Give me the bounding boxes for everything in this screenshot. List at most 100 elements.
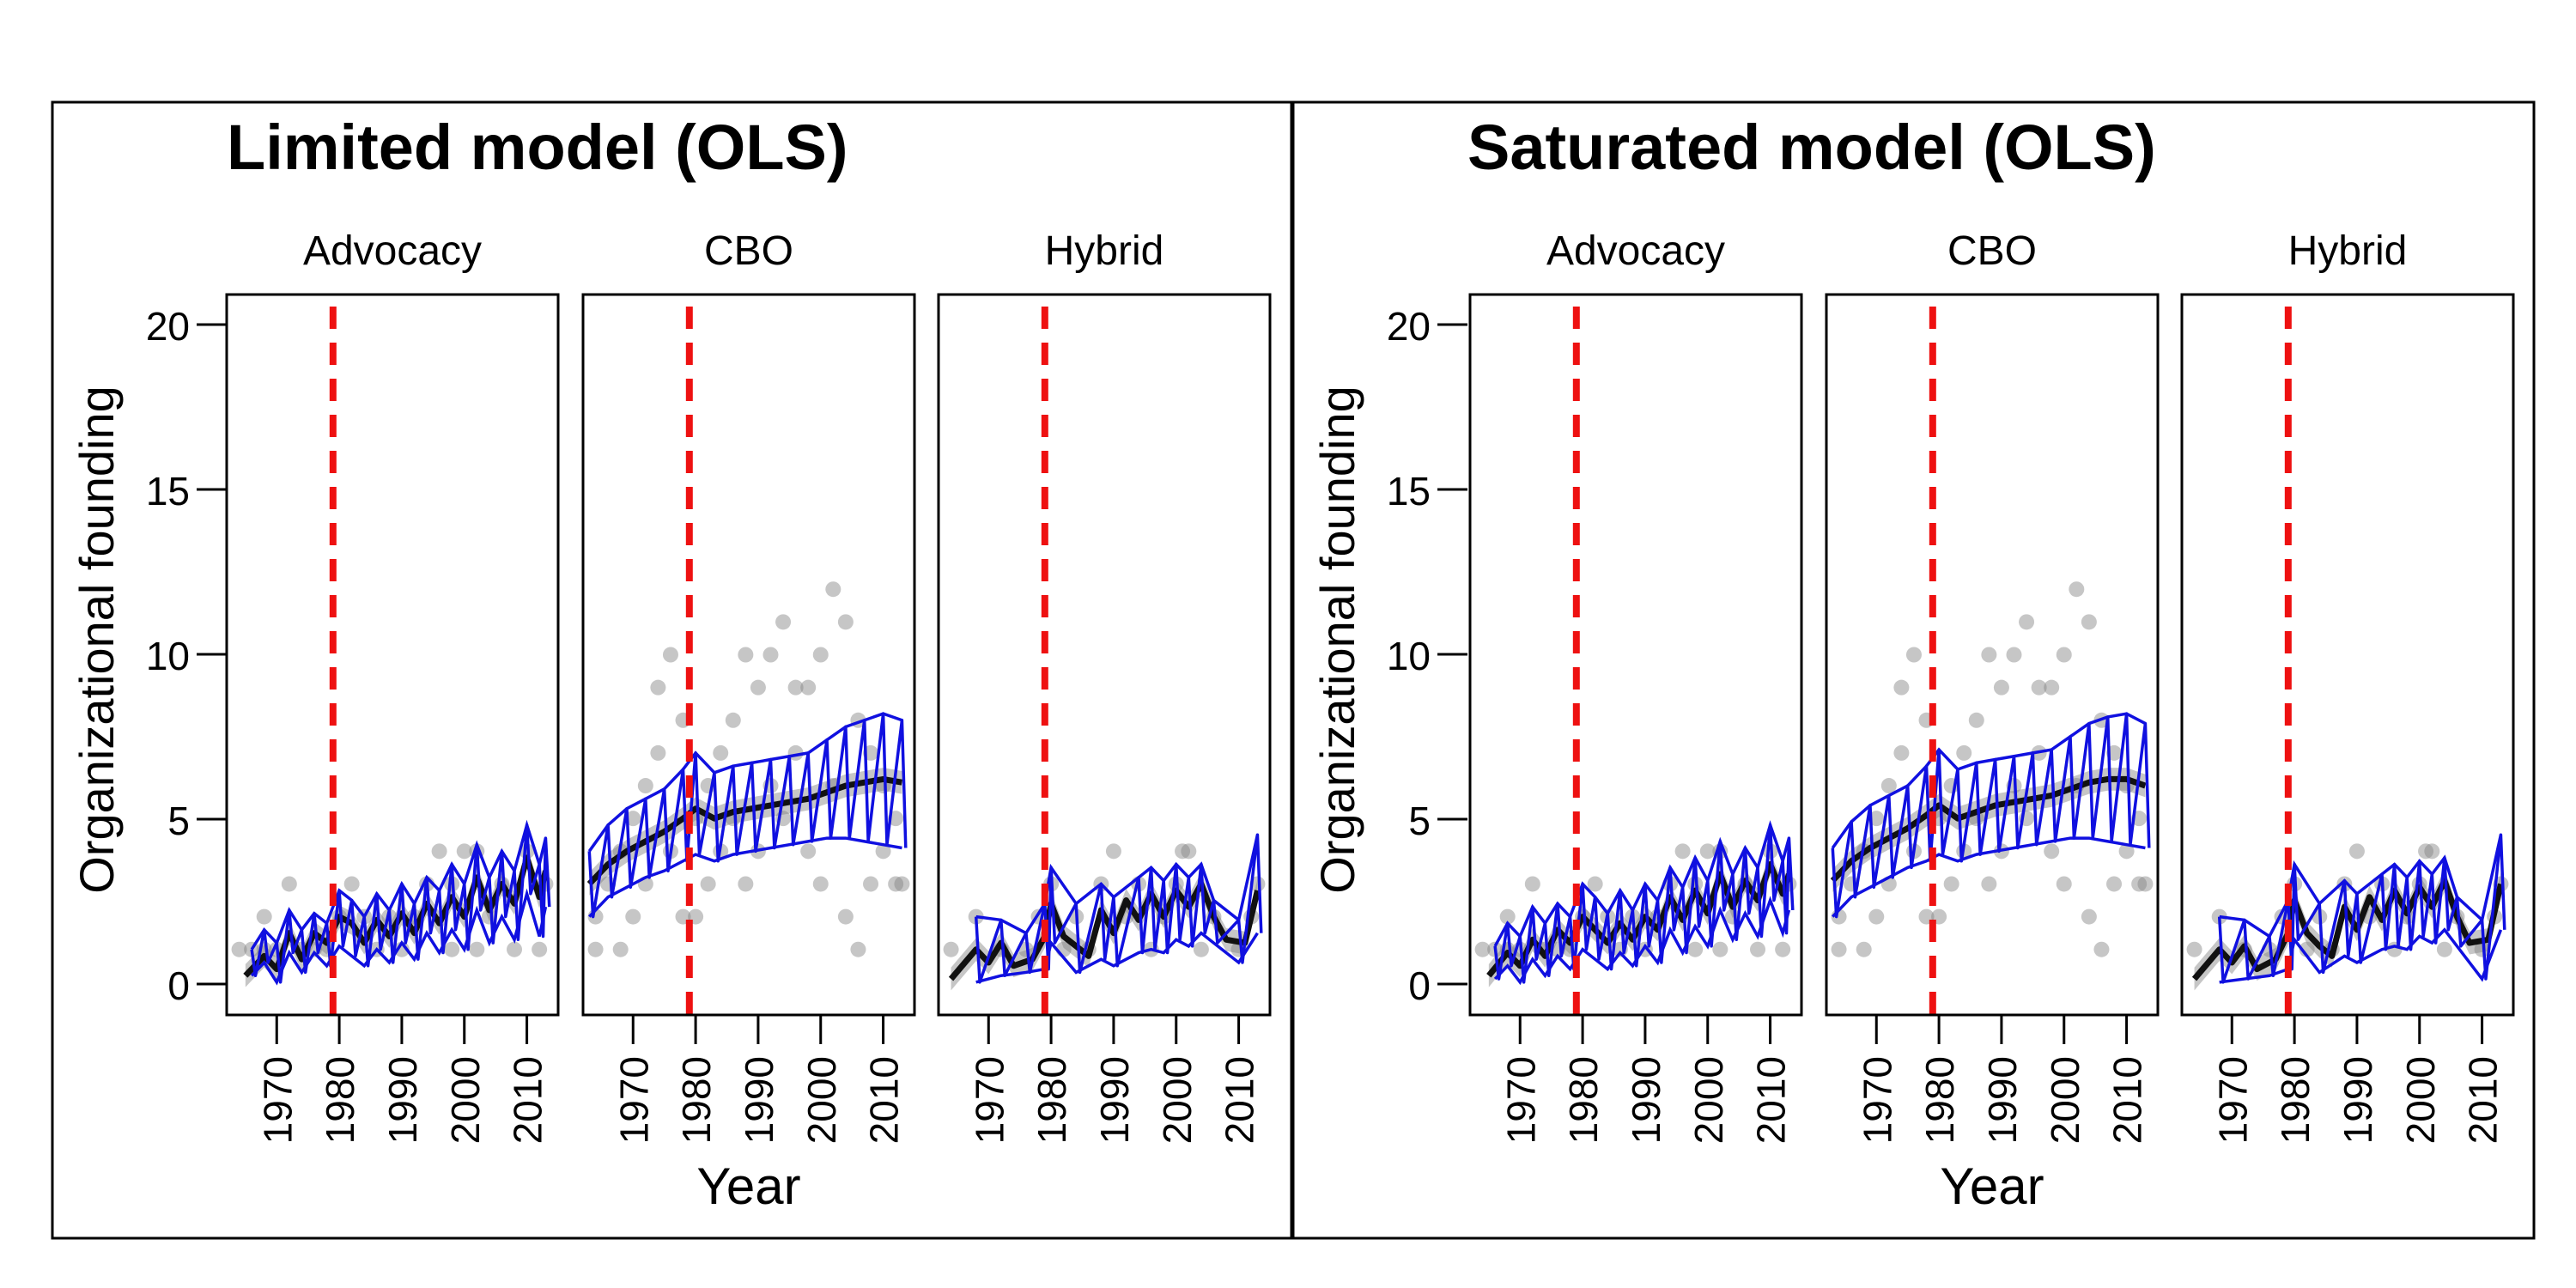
- data-point: [2093, 941, 2110, 957]
- x-tick-label: 1990: [380, 1056, 425, 1144]
- data-point: [625, 908, 641, 925]
- y-tick-label: 5: [167, 799, 190, 843]
- data-point: [2069, 581, 2085, 598]
- data-point: [1868, 908, 1885, 925]
- confidence-band: [245, 846, 546, 987]
- data-point: [837, 908, 854, 925]
- prediction-line: [974, 833, 1263, 984]
- data-point: [1943, 876, 1959, 892]
- x-tick-label: 2000: [1155, 1056, 1200, 1144]
- x-tick-label: 2000: [2043, 1056, 2087, 1144]
- data-point: [650, 679, 666, 696]
- data-point: [1474, 941, 1491, 957]
- x-tick-label: 2010: [1218, 1056, 1262, 1144]
- data-point: [894, 876, 910, 892]
- prediction-lower-line: [975, 931, 1259, 984]
- data-point: [787, 679, 804, 696]
- data-point: [637, 778, 653, 794]
- y-tick-label: 0: [1408, 963, 1431, 1008]
- facet-frame: [2180, 293, 2515, 1017]
- x-tick-label: 1990: [1092, 1056, 1137, 1144]
- x-tick-label: 2010: [2105, 1056, 2150, 1144]
- facet-hybrid: Hybrid 1970 1980 1990 2000 2010: [937, 228, 1272, 1144]
- data-point: [2044, 679, 2060, 696]
- facet-frame: [581, 293, 916, 1017]
- x-tick-label: 1990: [1980, 1056, 2025, 1144]
- data-point: [1968, 712, 1984, 728]
- x-tick-label: 2000: [443, 1056, 488, 1144]
- data-point: [1893, 744, 1910, 761]
- prediction-lower-line: [588, 836, 902, 918]
- data-point: [825, 581, 841, 598]
- data-point: [1775, 941, 1791, 957]
- prediction-upper-line: [2219, 834, 2503, 939]
- data-point: [1175, 843, 1191, 860]
- data-point: [456, 843, 472, 860]
- x-tick-label: 1970: [1855, 1056, 1899, 1144]
- x-axis-label: Year: [1940, 1157, 2044, 1215]
- x-axis: 1970 1980 1990 2000 2010: [1498, 1015, 1794, 1144]
- data-point: [1105, 843, 1121, 860]
- data-point: [812, 876, 829, 892]
- x-tick-label: 1990: [737, 1056, 781, 1144]
- data-point: [850, 941, 866, 957]
- y-tick-label: 15: [1387, 469, 1431, 513]
- data-point: [507, 941, 523, 957]
- data-point: [2474, 941, 2490, 957]
- data-point: [875, 843, 891, 860]
- data-point: [662, 647, 678, 663]
- panel-border: [1291, 100, 2536, 1240]
- facet-hybrid: Hybrid 1970 1980 1990 2000 2010: [2180, 228, 2515, 1144]
- data-point: [725, 712, 741, 728]
- x-tick-label: 1990: [2336, 1056, 2380, 1144]
- x-tick-label: 2010: [506, 1056, 550, 1144]
- prediction-upper-line: [1831, 712, 2147, 849]
- data-point: [1981, 647, 1997, 663]
- data-point: [2424, 843, 2440, 860]
- data-point: [1856, 941, 1872, 957]
- prediction-lower-line: [1493, 896, 1791, 986]
- data-point: [587, 941, 604, 957]
- data-point: [1499, 908, 1516, 925]
- data-point: [2418, 843, 2434, 860]
- data-point: [1750, 941, 1766, 957]
- prediction-upper-line: [250, 819, 548, 951]
- data-point: [775, 614, 792, 630]
- prediction-line: [2217, 833, 2506, 984]
- data-point: [343, 876, 360, 892]
- prediction-line: [1831, 712, 2151, 919]
- data-point: [2118, 843, 2135, 860]
- plot-area: [2186, 307, 2509, 1015]
- x-axis: 1970 1980 1990 2000 2010: [967, 1015, 1262, 1144]
- x-tick-label: 2000: [2398, 1056, 2443, 1144]
- data-point: [888, 876, 904, 892]
- fitted-line: [1486, 861, 1792, 978]
- data-point: [256, 908, 272, 925]
- data-point: [532, 941, 548, 957]
- data-point: [1880, 778, 1897, 794]
- facet-label: CBO: [1947, 228, 2037, 274]
- data-point: [1712, 941, 1728, 957]
- panel-limited: Limited model (OLS) Organizational found…: [51, 100, 1293, 1240]
- data-point: [943, 941, 959, 957]
- facet-cbo: CBO 1970 1980 1990 2000 2010: [581, 228, 916, 1144]
- x-axis: 1970 1980 1990 2000 2010: [255, 1015, 550, 1144]
- plot-area: [943, 307, 1266, 1015]
- data-point: [1674, 843, 1691, 860]
- data-point: [1587, 876, 1603, 892]
- data-point: [2131, 876, 2148, 892]
- panel-saturated: Saturated model (OLS) Organizational fou…: [1291, 100, 2536, 1240]
- x-tick-label: 1970: [967, 1056, 1012, 1144]
- facet-label: Hybrid: [1045, 228, 1164, 274]
- prediction-line: [587, 712, 908, 919]
- x-tick-label: 2000: [799, 1056, 844, 1144]
- x-tick-label: 1980: [318, 1056, 362, 1144]
- x-axis: 1970 1980 1990 2000 2010: [1855, 1015, 2150, 1144]
- x-tick-label: 1970: [2210, 1056, 2255, 1144]
- y-tick-label: 15: [146, 469, 190, 513]
- data-point: [2019, 614, 2035, 630]
- prediction-upper-line: [587, 712, 903, 853]
- data-point: [612, 941, 629, 957]
- prediction-upper-line: [1493, 820, 1791, 947]
- x-tick-label: 1980: [1561, 1056, 1606, 1144]
